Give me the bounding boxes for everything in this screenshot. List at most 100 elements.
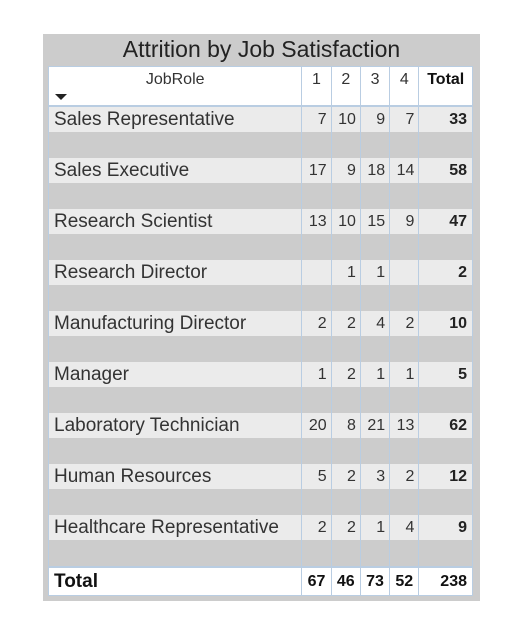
table-row[interactable]: Manufacturing Director 2 2 4 2 10 xyxy=(47,311,473,336)
row-value-2: 10 xyxy=(330,209,361,234)
row-value-2: 2 xyxy=(330,311,361,336)
spacer-cell xyxy=(389,132,420,158)
spacer-cell xyxy=(389,285,420,311)
row-value-3: 21 xyxy=(359,413,391,438)
spacer-cell xyxy=(330,234,361,260)
row-value-2: 1 xyxy=(330,260,361,285)
row-value-3: 18 xyxy=(359,158,391,183)
row-value-1: 5 xyxy=(301,464,332,489)
row-value-2: 2 xyxy=(330,362,361,387)
spacer-cell xyxy=(47,336,303,362)
table-row[interactable]: Manager 1 2 1 1 5 xyxy=(47,362,473,387)
row-value-3: 15 xyxy=(359,209,391,234)
table-row[interactable]: Human Resources 5 2 3 2 12 xyxy=(47,464,473,489)
row-total: 33 xyxy=(418,106,473,132)
row-total: 47 xyxy=(418,209,473,234)
spacer-cell xyxy=(359,540,391,567)
row-value-2: 9 xyxy=(330,158,361,183)
row-value-3: 1 xyxy=(359,362,391,387)
jobrole-header[interactable]: JobRole xyxy=(47,66,303,107)
row-value-2: 8 xyxy=(330,413,361,438)
jobrole-header-label: JobRole xyxy=(145,71,205,88)
row-spacer xyxy=(47,387,473,413)
row-jobrole-label: Manager xyxy=(47,362,303,387)
spacer-cell xyxy=(330,132,361,158)
spacer-cell xyxy=(359,438,391,464)
row-value-3: 9 xyxy=(359,106,391,132)
spacer-cell xyxy=(418,540,473,567)
spacer-cell xyxy=(47,183,303,209)
table-row[interactable]: Laboratory Technician 20 8 21 13 62 xyxy=(47,413,473,438)
col-header-3[interactable]: 3 xyxy=(359,66,391,107)
table-row[interactable]: Healthcare Representative 2 2 1 4 9 xyxy=(47,515,473,540)
spacer-cell xyxy=(330,489,361,515)
spacer-cell xyxy=(418,489,473,515)
row-spacer xyxy=(47,489,473,515)
row-value-1: 17 xyxy=(301,158,332,183)
table-row[interactable]: Research Director 1 1 2 xyxy=(47,260,473,285)
row-value-4: 14 xyxy=(389,158,420,183)
spacer-cell xyxy=(389,489,420,515)
row-value-4: 4 xyxy=(389,515,420,540)
row-value-1: 2 xyxy=(301,311,332,336)
grand-total-value-1: 67 xyxy=(301,566,332,596)
row-spacer xyxy=(47,438,473,464)
spacer-cell xyxy=(389,438,420,464)
col-header-total[interactable]: Total xyxy=(418,66,473,107)
spacer-cell xyxy=(47,387,303,413)
spacer-cell xyxy=(418,234,473,260)
row-value-4: 13 xyxy=(389,413,420,438)
row-jobrole-label: Laboratory Technician xyxy=(47,413,303,438)
row-jobrole-label: Research Scientist xyxy=(47,209,303,234)
spacer-cell xyxy=(47,489,303,515)
spacer-cell xyxy=(330,285,361,311)
spacer-cell xyxy=(359,183,391,209)
spacer-cell xyxy=(359,336,391,362)
row-total: 2 xyxy=(418,260,473,285)
row-value-3: 1 xyxy=(359,260,391,285)
grand-total-value-3: 73 xyxy=(359,566,391,596)
spacer-cell xyxy=(47,540,303,567)
spacer-cell xyxy=(418,387,473,413)
spacer-cell xyxy=(301,234,332,260)
row-value-4: 9 xyxy=(389,209,420,234)
spacer-cell xyxy=(389,234,420,260)
row-value-2: 2 xyxy=(330,464,361,489)
sort-descending-icon[interactable] xyxy=(55,94,67,100)
col-header-1[interactable]: 1 xyxy=(301,66,332,107)
row-value-4: 2 xyxy=(389,311,420,336)
row-total: 12 xyxy=(418,464,473,489)
col-header-2[interactable]: 2 xyxy=(330,66,361,107)
spacer-cell xyxy=(418,183,473,209)
table-row[interactable]: Sales Executive 17 9 18 14 58 xyxy=(47,158,473,183)
table-row[interactable]: Sales Representative 7 10 9 7 33 xyxy=(47,106,473,132)
row-value-4: 1 xyxy=(389,362,420,387)
row-total: 9 xyxy=(418,515,473,540)
row-jobrole-label: Manufacturing Director xyxy=(47,311,303,336)
spacer-cell xyxy=(47,132,303,158)
grand-total-value-2: 46 xyxy=(330,566,361,596)
spacer-cell xyxy=(330,438,361,464)
spacer-cell xyxy=(301,438,332,464)
spacer-cell xyxy=(418,336,473,362)
row-jobrole-label: Sales Representative xyxy=(47,106,303,132)
row-jobrole-label: Research Director xyxy=(47,260,303,285)
spacer-cell xyxy=(330,336,361,362)
spacer-cell xyxy=(47,234,303,260)
spacer-cell xyxy=(330,183,361,209)
spacer-cell xyxy=(301,285,332,311)
grand-total-row: Total 67 46 73 52 238 xyxy=(47,566,473,596)
spacer-cell xyxy=(301,336,332,362)
row-value-3: 4 xyxy=(359,311,391,336)
grand-total-label: Total xyxy=(47,566,303,596)
row-value-4: 2 xyxy=(389,464,420,489)
spacer-cell xyxy=(330,387,361,413)
spacer-cell xyxy=(301,489,332,515)
row-spacer xyxy=(47,285,473,311)
row-value-1: 2 xyxy=(301,515,332,540)
spacer-cell xyxy=(47,438,303,464)
row-value-1: 20 xyxy=(301,413,332,438)
col-header-4[interactable]: 4 xyxy=(389,66,420,107)
spacer-cell xyxy=(359,387,391,413)
table-row[interactable]: Research Scientist 13 10 15 9 47 xyxy=(47,209,473,234)
